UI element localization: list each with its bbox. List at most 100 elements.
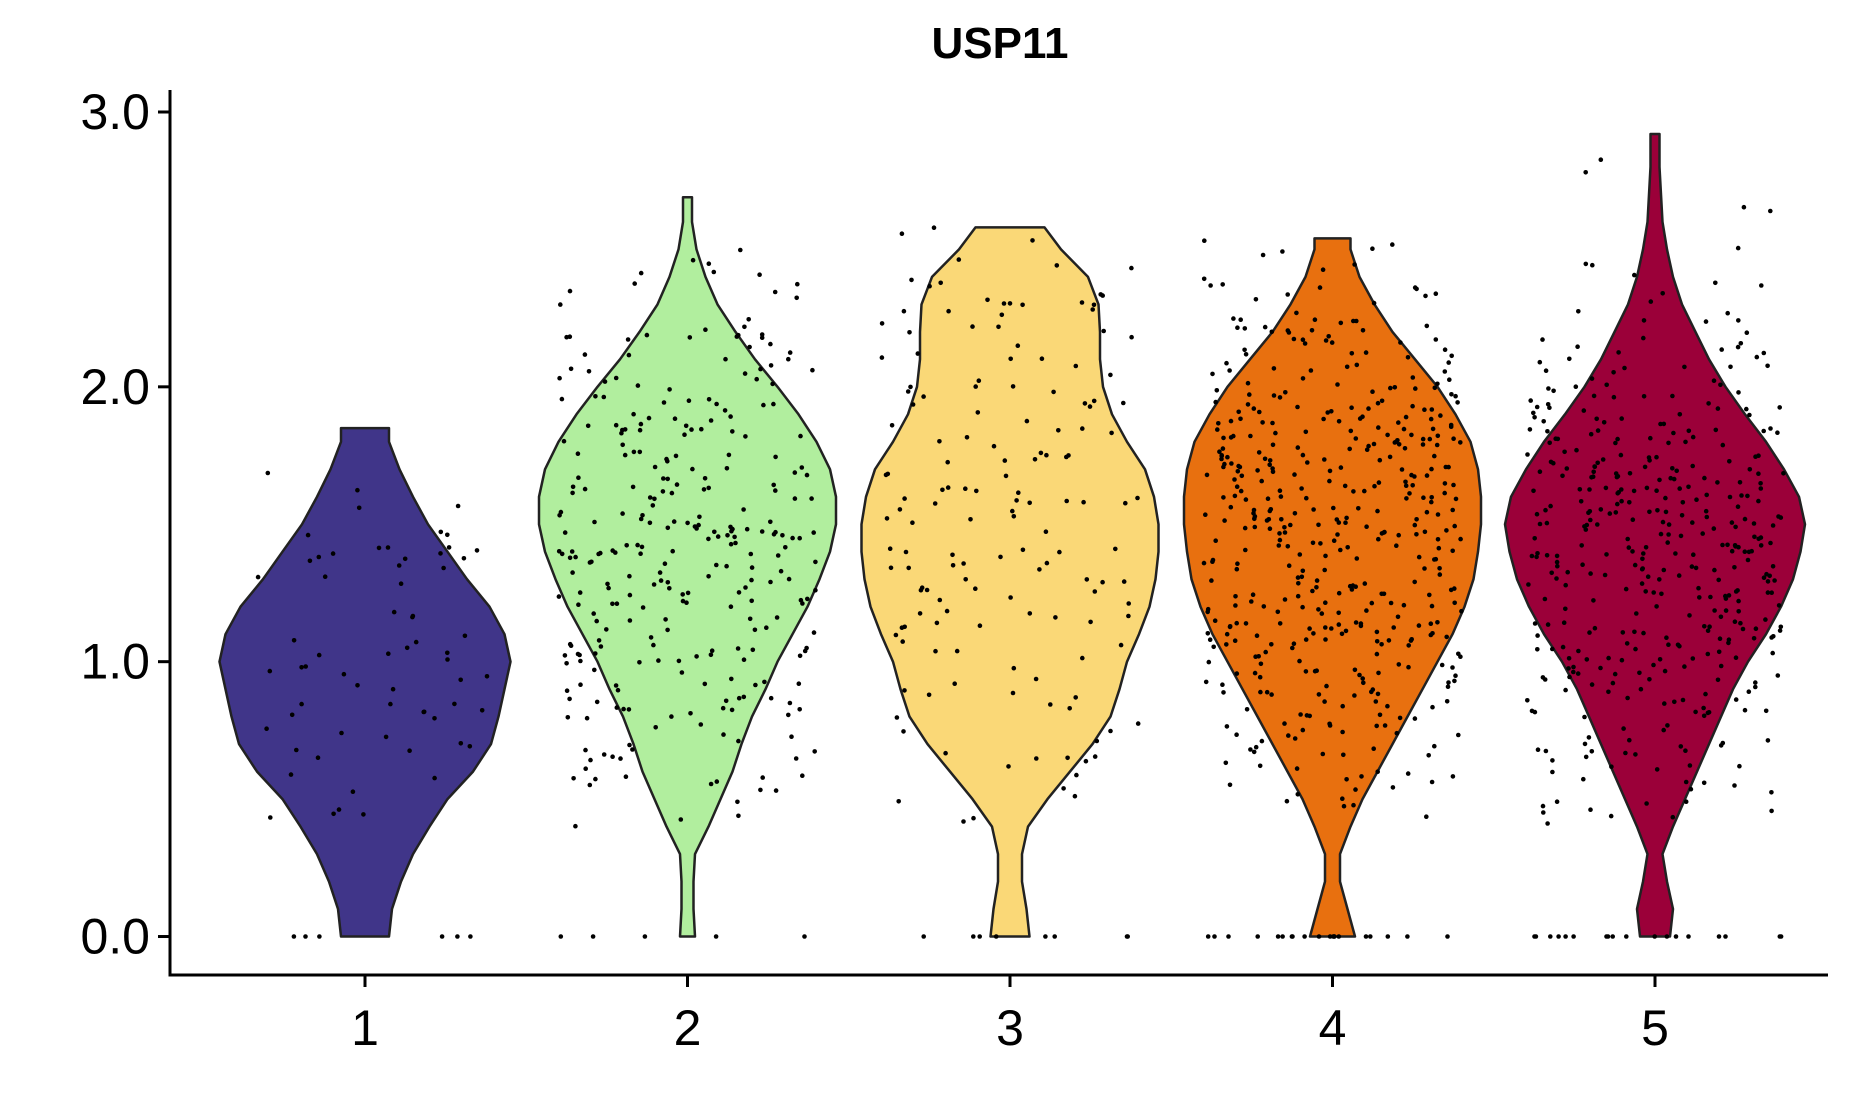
data-point <box>1583 261 1589 267</box>
data-point <box>1234 620 1239 626</box>
data-point <box>1208 283 1213 288</box>
data-point <box>1396 442 1402 447</box>
data-point <box>1098 292 1103 297</box>
data-point <box>570 570 575 575</box>
data-point <box>1761 350 1767 356</box>
data-point <box>1670 393 1675 399</box>
data-point <box>640 605 646 610</box>
data-point <box>1053 615 1058 620</box>
data-point <box>1362 581 1368 586</box>
data-point <box>665 580 671 585</box>
data-point <box>1395 614 1401 620</box>
y-tick-label: 2.0 <box>80 359 150 415</box>
data-point <box>813 588 818 593</box>
data-point <box>391 609 397 615</box>
data-point <box>1238 416 1243 422</box>
data-point <box>1733 697 1739 702</box>
data-point <box>578 658 583 664</box>
data-point <box>1713 280 1718 286</box>
data-point <box>1637 670 1642 676</box>
data-point <box>1024 418 1030 424</box>
data-point <box>714 779 720 784</box>
data-point <box>662 561 668 566</box>
data-point <box>303 934 308 939</box>
data-point <box>322 574 328 579</box>
data-point <box>1433 337 1439 342</box>
data-point <box>1379 531 1385 536</box>
data-point <box>1619 657 1625 663</box>
data-point <box>1753 684 1758 690</box>
data-point <box>1705 710 1711 716</box>
data-point <box>1277 537 1283 543</box>
data-point <box>1687 613 1692 618</box>
data-point <box>1427 592 1432 598</box>
data-point <box>1285 292 1290 297</box>
data-point <box>1305 460 1310 465</box>
data-point <box>1067 706 1072 711</box>
data-point <box>1336 934 1342 939</box>
data-point <box>1642 464 1648 470</box>
data-point <box>1544 520 1550 526</box>
data-point <box>686 398 692 404</box>
data-point <box>1587 630 1592 635</box>
data-point <box>1439 662 1445 668</box>
data-point <box>1300 727 1306 733</box>
data-point <box>1090 307 1095 312</box>
data-point <box>1249 599 1254 604</box>
data-point <box>606 585 611 591</box>
data-point <box>1668 475 1673 481</box>
data-point <box>1238 317 1243 323</box>
data-point <box>732 534 737 540</box>
data-point <box>1270 420 1275 426</box>
data-point <box>432 716 437 721</box>
data-point <box>706 574 711 579</box>
data-point <box>1634 611 1639 616</box>
data-point <box>624 543 629 548</box>
data-point <box>1576 648 1581 654</box>
data-point <box>1308 368 1314 373</box>
data-point <box>1311 631 1316 636</box>
data-point <box>1391 625 1396 630</box>
data-point <box>1203 512 1208 517</box>
data-point <box>1201 560 1207 566</box>
data-point <box>639 544 645 550</box>
data-point <box>971 815 976 821</box>
data-point <box>361 812 366 817</box>
data-point <box>1728 364 1733 370</box>
data-point <box>1083 758 1089 764</box>
data-point <box>910 520 915 525</box>
data-point <box>950 552 955 558</box>
data-point <box>1761 575 1767 580</box>
data-point <box>1725 310 1730 316</box>
data-point <box>1234 566 1240 572</box>
data-point <box>1202 238 1207 243</box>
data-point <box>730 429 735 434</box>
data-point <box>1331 538 1337 543</box>
data-point <box>1252 516 1257 522</box>
data-point <box>1701 780 1707 786</box>
data-point <box>1532 621 1538 626</box>
data-point <box>1252 670 1258 676</box>
data-point <box>1088 619 1093 625</box>
data-point <box>613 550 618 555</box>
data-point <box>1435 381 1440 387</box>
data-point <box>1534 404 1540 410</box>
data-point <box>771 532 777 537</box>
data-point <box>1640 566 1645 571</box>
data-point <box>945 485 951 490</box>
x-tick: 5 <box>1641 975 1669 1056</box>
data-point <box>647 520 653 526</box>
data-point <box>1343 520 1348 525</box>
data-point <box>934 620 940 626</box>
data-point <box>1290 645 1295 651</box>
data-point <box>896 799 901 804</box>
data-point <box>1604 552 1609 557</box>
data-point <box>1447 377 1452 383</box>
data-point <box>1647 458 1652 463</box>
data-point <box>564 688 570 693</box>
data-point <box>1690 520 1695 525</box>
x-tick-label: 1 <box>351 1000 379 1056</box>
data-point <box>646 415 652 421</box>
y-tick: 3.0 <box>80 84 170 140</box>
data-point <box>631 411 636 417</box>
